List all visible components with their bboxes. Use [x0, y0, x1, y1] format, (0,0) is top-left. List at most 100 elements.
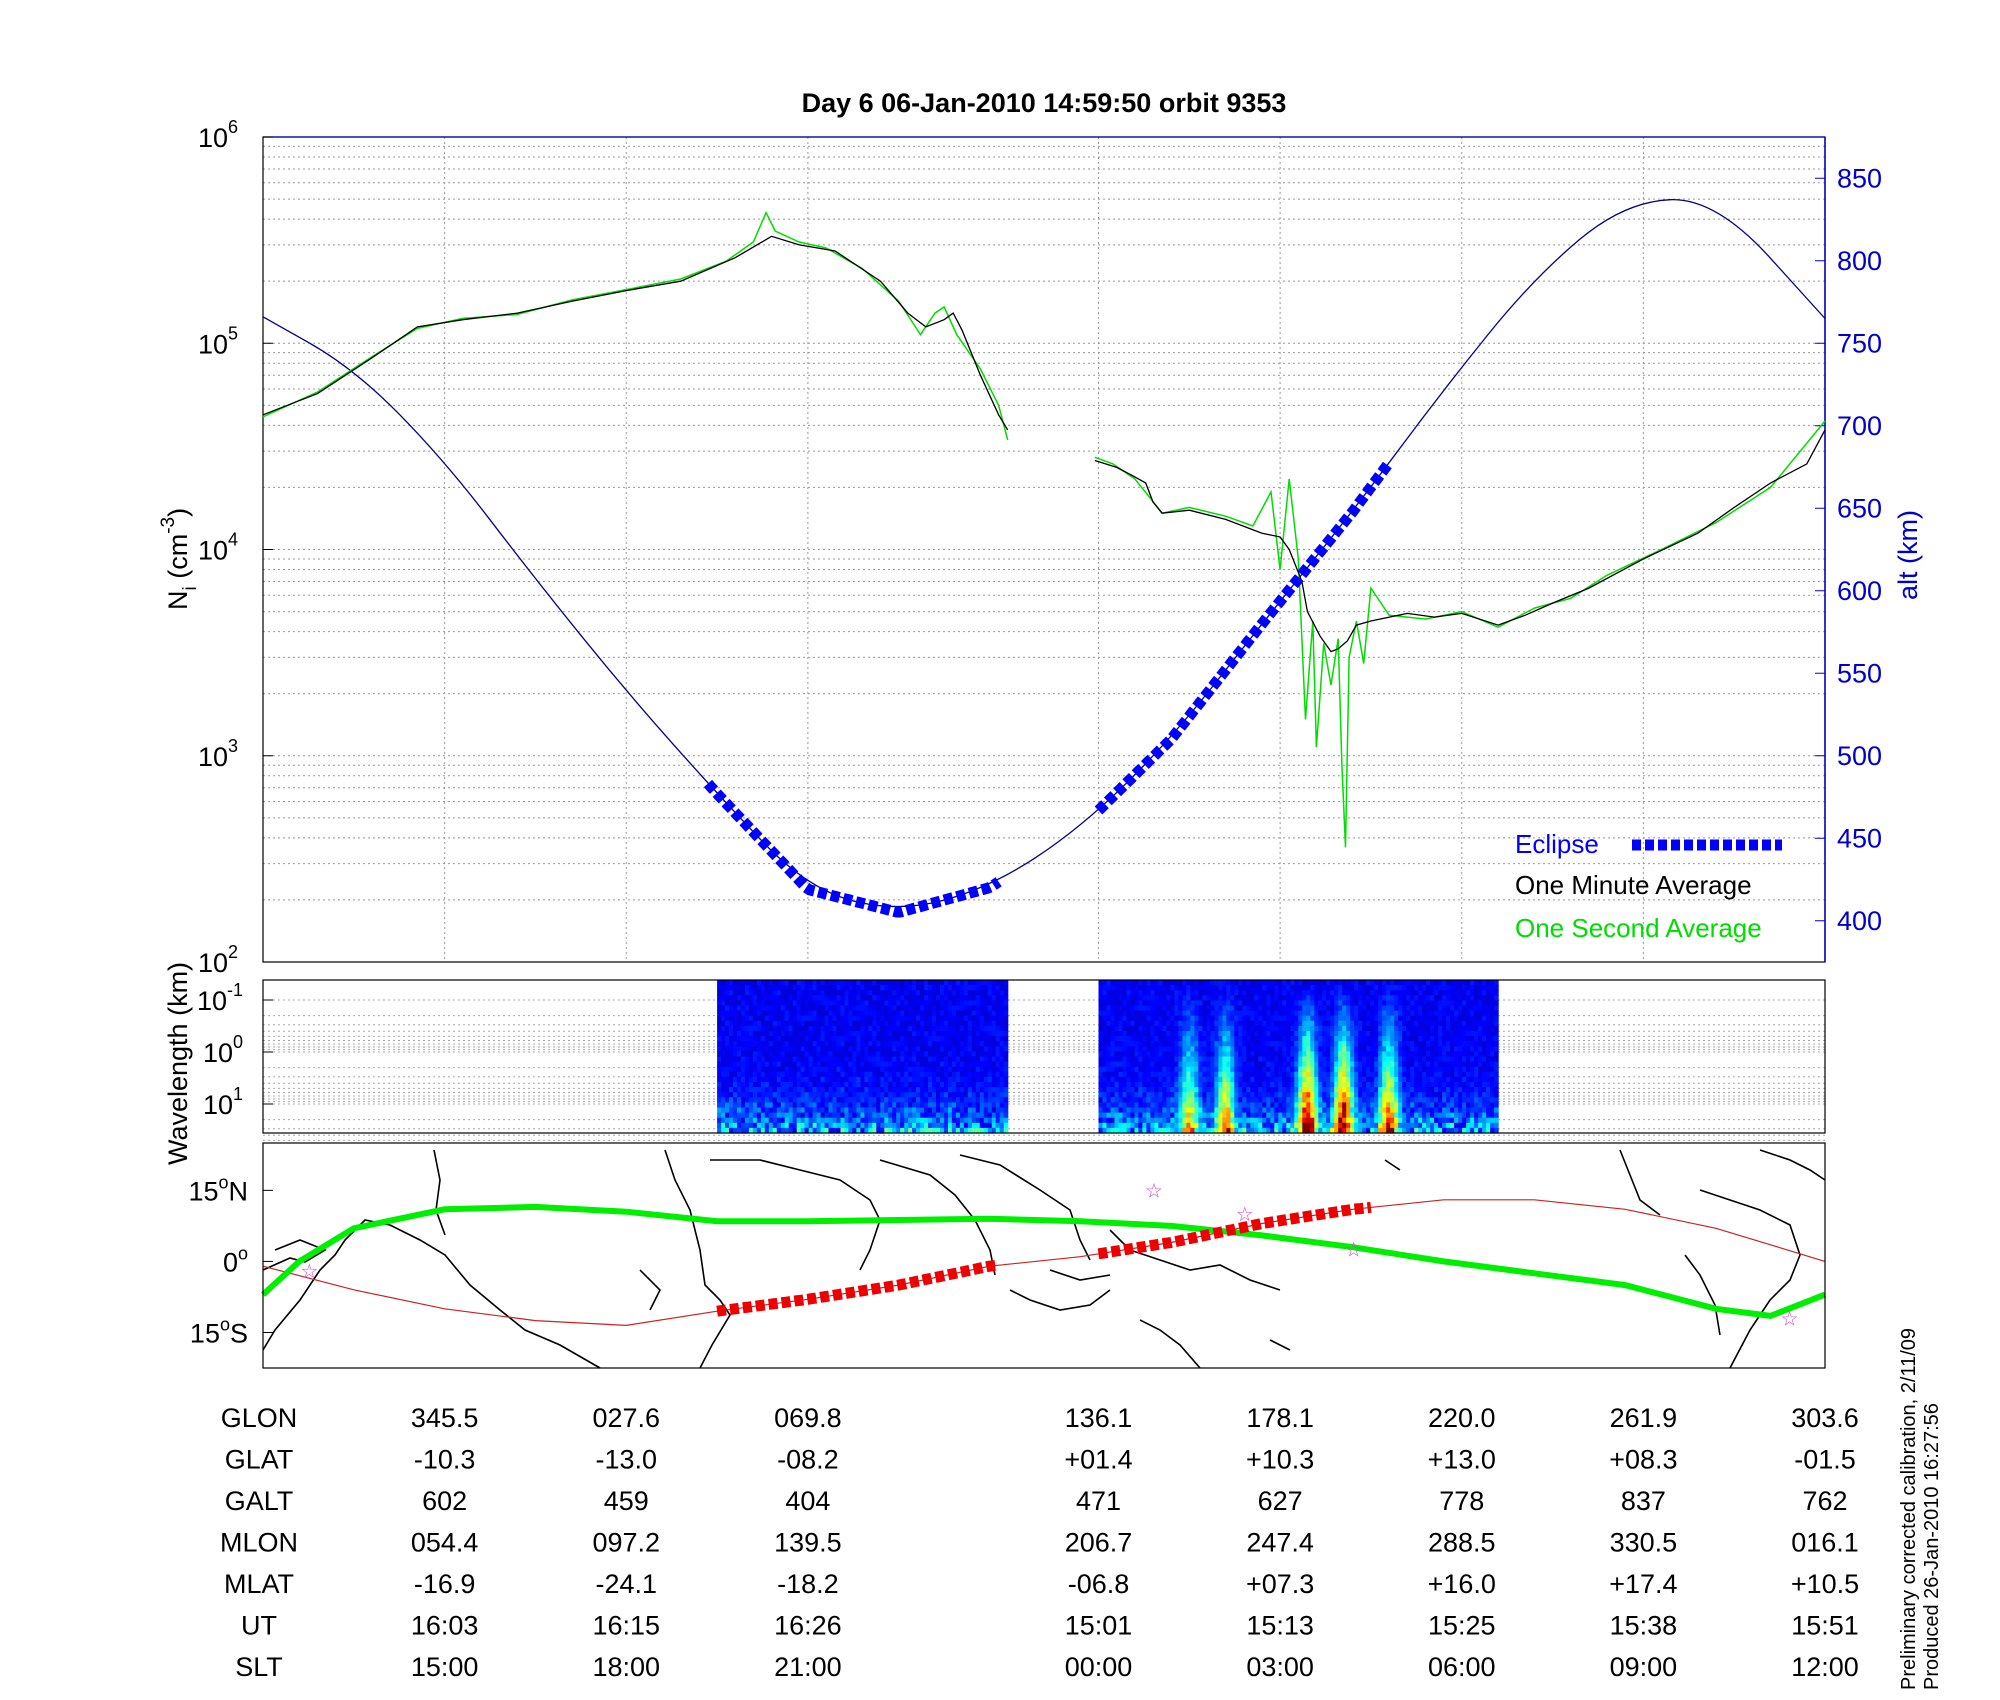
spectrogram-cell [1274, 1071, 1279, 1078]
spectrogram-cell [1226, 1117, 1231, 1124]
spectrogram-cell [932, 1097, 937, 1103]
spectrogram-cell [824, 1117, 830, 1124]
spectrogram-cell [1394, 1071, 1399, 1078]
spectrogram-cell [1242, 980, 1247, 986]
spectrogram-cell [860, 1046, 865, 1052]
spectrogram-cell [1186, 1092, 1191, 1098]
spectrogram-cell [820, 1127, 826, 1134]
spectrogram-cell [836, 1102, 842, 1109]
spectrogram-cell [717, 1000, 722, 1007]
spectrogram-cell [772, 1071, 778, 1078]
spectrogram-cell [872, 1112, 877, 1119]
spectrogram-cell [872, 1076, 877, 1083]
spectrogram-cell [987, 1112, 993, 1119]
spectrogram-cell [1102, 1031, 1108, 1037]
spectrogram-cell [1214, 1036, 1219, 1042]
spectrogram-cell [1406, 1117, 1411, 1124]
spectrogram-cell [816, 1041, 822, 1047]
spectrogram-cell [1142, 1102, 1147, 1109]
spectrogram-cell [840, 1087, 846, 1093]
spectrogram-cell [1430, 1031, 1435, 1037]
spectrogram-cell [1270, 1056, 1275, 1063]
spectrogram-cell [1250, 1087, 1255, 1093]
spectrogram-cell [1282, 980, 1287, 986]
spectrogram-cell [780, 1025, 786, 1032]
spectrogram-cell [1346, 1117, 1351, 1124]
spectrogram-cell [1198, 990, 1203, 996]
spectrogram-cell [1350, 1010, 1355, 1017]
spectrogram-cell [1374, 1066, 1379, 1073]
spectrogram-cell [1382, 1066, 1387, 1073]
spectrogram-cell [1174, 1102, 1179, 1109]
spectrogram-cell [744, 1092, 750, 1098]
spectrogram-cell [729, 1076, 734, 1083]
spectrogram-cell [936, 1056, 941, 1063]
spectrogram-cell [768, 1082, 774, 1088]
spectrogram-cell [1330, 1071, 1335, 1078]
spectrogram-cell [717, 1020, 722, 1027]
spectrogram-cell [1318, 1122, 1323, 1129]
spectrogram-cell [1270, 1107, 1275, 1114]
spectrogram-cell [1278, 1025, 1283, 1032]
spectrogram-cell [944, 1036, 949, 1042]
spectrogram-cell [876, 1000, 881, 1007]
spectrogram-cell [1430, 1000, 1435, 1007]
spectrogram-cell [784, 1092, 790, 1098]
spectrogram-cell [912, 1102, 917, 1109]
spectrogram-cell [800, 1071, 806, 1078]
spectrogram-cell [1442, 1005, 1447, 1012]
spectrogram-cell [1326, 1051, 1331, 1058]
spectrogram-cell [1386, 1061, 1391, 1068]
spectrogram-cell [884, 1000, 889, 1007]
spectrogram-cell [932, 980, 937, 986]
spectrogram-cell [920, 1010, 925, 1017]
spectrogram-cell [1322, 1122, 1327, 1129]
spectrogram-cell [1298, 980, 1303, 986]
spectrogram-cell [995, 995, 1001, 1001]
spectrogram-cell [1346, 1092, 1351, 1098]
spectrogram-cell [804, 1117, 810, 1124]
spectrogram-cell [1098, 995, 1104, 1001]
y2-tick-label: 450 [1837, 823, 1882, 853]
spectrogram-cell [1186, 1087, 1191, 1093]
spectrogram-cell [1366, 1102, 1371, 1109]
spectrogram-cell [840, 1046, 846, 1052]
spectrogram-cell [1230, 1061, 1235, 1068]
spectrogram-cell [1186, 1025, 1191, 1032]
spectrogram-cell [995, 1112, 1001, 1119]
spectrogram-cell [721, 1036, 726, 1042]
spectrogram-cell [733, 1010, 738, 1017]
spectrogram-cell [1190, 1097, 1195, 1103]
spectrogram-cell [776, 1061, 782, 1068]
spectrogram-cell [1426, 1000, 1431, 1007]
spectrogram-cell [1298, 1036, 1303, 1042]
spectrogram-cell [804, 985, 810, 991]
spectrogram-cell [1402, 1000, 1407, 1007]
spectrogram-cell [1306, 980, 1311, 986]
spectrogram-cell [752, 1020, 758, 1027]
spectrogram-cell [1382, 1036, 1387, 1042]
spectrogram-cell [1214, 995, 1219, 1001]
spectrogram-cell [860, 1076, 865, 1083]
spectrogram-cell [1378, 1051, 1383, 1058]
spectrogram-cell [744, 1071, 750, 1078]
spectrogram-cell [812, 1122, 818, 1129]
spectrogram-cell [1206, 1097, 1211, 1103]
spectrogram-cell [900, 1020, 905, 1027]
spectrogram-cell [1358, 1066, 1363, 1073]
spectrogram-cell [1194, 1112, 1199, 1119]
spectrogram-cell [908, 1097, 913, 1103]
spectrogram-cell [840, 1127, 846, 1134]
spectrogram-cell [1182, 1107, 1187, 1114]
spectrogram-cell [944, 1061, 949, 1068]
spectrogram-cell [1326, 1082, 1331, 1088]
spectrogram-cell [1170, 1112, 1175, 1119]
spectrogram-cell [948, 1031, 953, 1037]
spectrogram-cell [1314, 1102, 1319, 1109]
spectrogram-cell [951, 1082, 957, 1088]
spectrogram-cell [1178, 1122, 1183, 1129]
spectrogram-cell [1003, 1102, 1009, 1109]
spectrogram-cell [836, 1005, 842, 1012]
spectrogram-cell [748, 1036, 754, 1042]
spectrogram-cell [1246, 1102, 1251, 1109]
